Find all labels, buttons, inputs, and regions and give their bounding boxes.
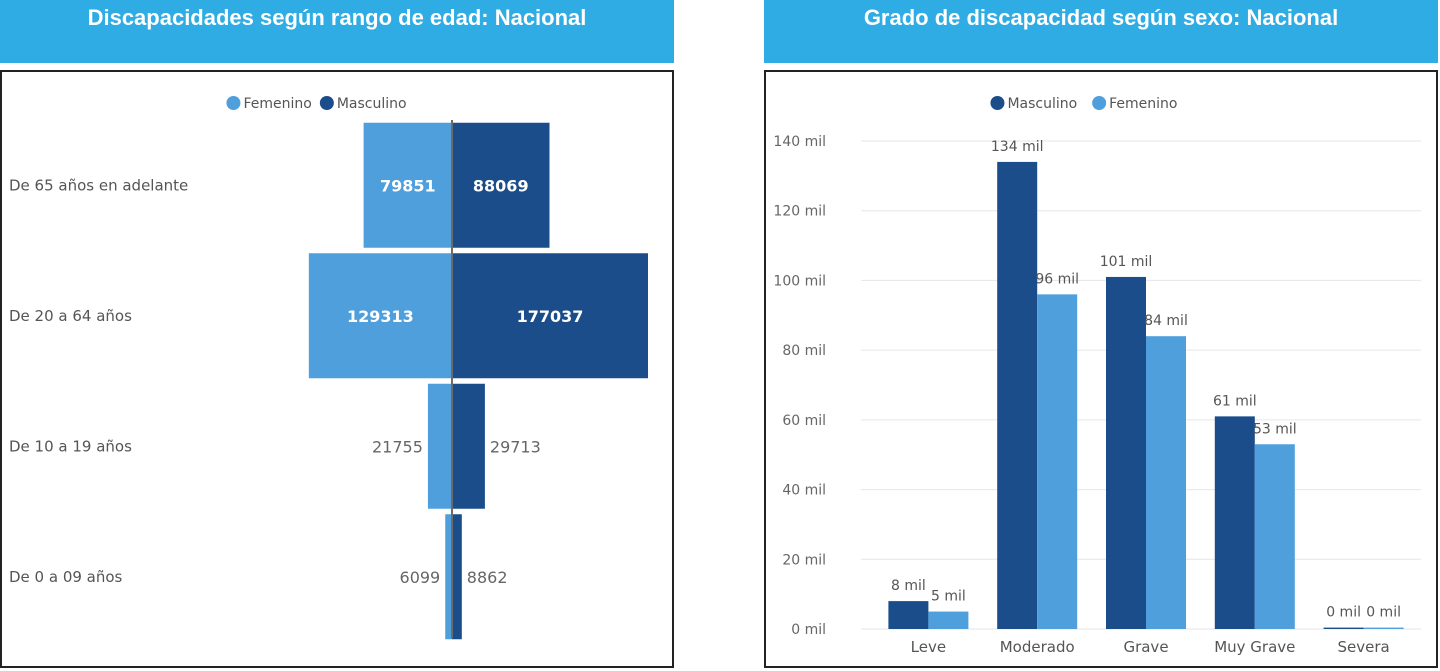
category-label-de-10-a-19-anos: De 10 a 19 años: [9, 437, 132, 455]
bar-masculino-3: [452, 514, 462, 640]
legend-label-femenino: Femenino: [1109, 96, 1177, 112]
bar-femenino-0: [363, 122, 452, 248]
bar-masculino-leve: [888, 601, 929, 629]
data-label-femenino-leve: 5 mil: [931, 589, 966, 605]
bar-masculino-grave: [1106, 276, 1146, 629]
bar-masculino-severa: [1323, 627, 1364, 629]
legend-label-femenino: Femenino: [243, 96, 311, 112]
bar-femenino-grave: [1146, 336, 1186, 629]
data-label-masculino-0: 88069: [473, 176, 529, 195]
x-tick-label-grave: Grave: [1123, 638, 1168, 656]
data-label-masculino-moderado: 134 mil: [991, 139, 1044, 155]
y-tick-label-1: 20 mil: [782, 552, 826, 568]
y-tick-label-4: 80 mil: [782, 343, 826, 359]
bar-masculino-0: [452, 122, 550, 248]
right-chart-panel: Masculino Femenino 0 mil 20 mil 40 mil 60 mil…: [764, 70, 1438, 668]
data-label-femenino-severa: 0 mil: [1366, 605, 1401, 621]
bar-femenino-severa: [1363, 627, 1404, 629]
bar-masculino-moderado: [997, 161, 1038, 629]
legend-marker-masculino: [990, 96, 1005, 110]
y-tick-label-5: 100 mil: [773, 273, 826, 289]
x-tick-label-moderado: Moderado: [1000, 638, 1075, 656]
data-label-masculino-2: 29713: [490, 437, 541, 456]
data-label-femenino-moderado: 96 mil: [1035, 271, 1079, 287]
y-tick-label-2: 40 mil: [782, 483, 826, 499]
data-label-masculino-1: 177037: [517, 307, 584, 326]
left-panel-header: Discapacidades según rango de edad: Naci…: [0, 0, 674, 63]
data-label-masculino-grave: 101 mil: [1100, 254, 1153, 270]
bar-femenino-leve: [928, 611, 969, 629]
y-tick-label-6: 120 mil: [773, 204, 826, 220]
x-tick-label-muy-grave: Muy Grave: [1214, 638, 1295, 656]
bar-femenino-3: [445, 514, 452, 640]
category-label-de-65-anos-en-adelante: De 65 años en adelante: [9, 176, 188, 194]
x-tick-label-severa: Severa: [1337, 638, 1389, 656]
category-label-de-0-a-09-anos: De 0 a 09 años: [9, 568, 123, 586]
y-tick-label-0: 0 mil: [791, 622, 826, 638]
data-label-masculino-muy-grave: 61 mil: [1213, 393, 1257, 409]
bar-femenino-moderado: [1037, 294, 1078, 629]
data-label-masculino-leve: 8 mil: [891, 578, 926, 594]
data-label-masculino-severa: 0 mil: [1326, 605, 1361, 621]
severity-by-sex-bar-chart: Masculino Femenino 0 mil 20 mil 40 mil 60 mil…: [773, 96, 1421, 656]
bar-masculino-1: [452, 253, 648, 379]
data-label-femenino-muy-grave: 53 mil: [1253, 421, 1297, 437]
legend-marker-femenino: [1092, 96, 1107, 110]
legend-label-masculino: Masculino: [337, 96, 407, 112]
bar-femenino-2: [427, 383, 452, 509]
category-label-de-20-a-64-anos: De 20 a 64 años: [9, 307, 132, 325]
bar-masculino-2: [452, 383, 485, 509]
right-panel-header: Grado de discapacidad según sexo: Nacion…: [764, 0, 1438, 63]
left-chart-panel: Femenino Masculino De 65 años en adelante 7…: [0, 70, 674, 668]
data-label-femenino-3: 6099: [400, 568, 441, 587]
bar-femenino-muy-grave: [1254, 444, 1295, 629]
legend-marker-femenino: [226, 96, 241, 110]
y-tick-label-3: 60 mil: [782, 413, 826, 429]
x-tick-label-leve: Leve: [911, 638, 946, 656]
data-label-masculino-3: 8862: [467, 568, 508, 587]
bar-masculino-muy-grave: [1214, 416, 1255, 629]
data-label-femenino-2: 21755: [372, 437, 423, 456]
data-label-femenino-0: 79851: [380, 176, 436, 195]
data-label-femenino-grave: 84 mil: [1144, 313, 1188, 329]
bar-femenino-1: [308, 253, 452, 379]
data-label-femenino-1: 129313: [347, 307, 414, 326]
y-tick-label-7: 140 mil: [773, 134, 826, 150]
legend-label-masculino: Masculino: [1007, 96, 1077, 112]
legend-marker-masculino: [319, 96, 334, 110]
age-range-butterfly-chart: Femenino Masculino De 65 años en adelante 7…: [9, 96, 648, 640]
